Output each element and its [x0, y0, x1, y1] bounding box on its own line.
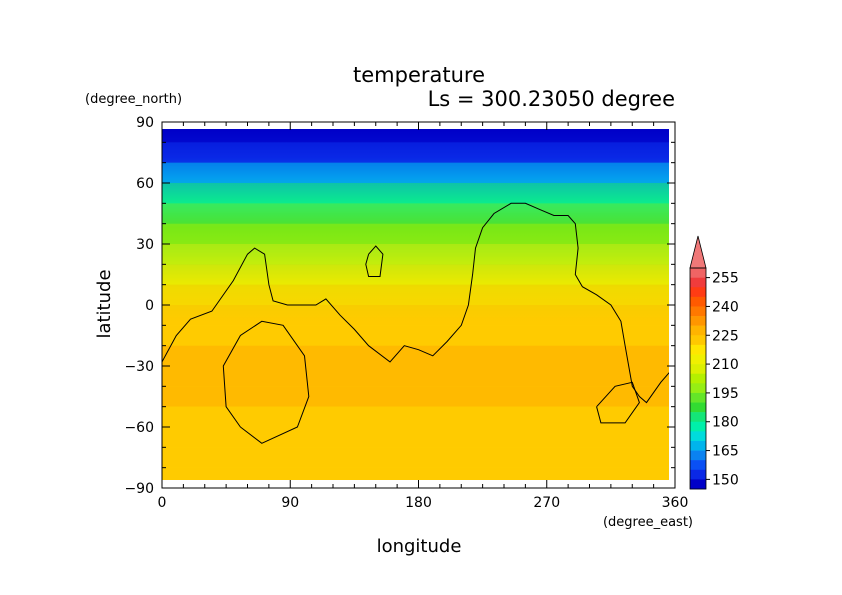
coastline-2: [222, 320, 310, 444]
coastline-1: [365, 245, 384, 277]
chart-title: temperature: [353, 63, 485, 87]
colorbar-swatch: [690, 469, 706, 480]
x-tick-label: 270: [533, 495, 560, 511]
coastline-3: [596, 381, 640, 424]
colorbar-swatch: [690, 335, 706, 346]
colorbar-swatch: [690, 460, 706, 471]
x-tick-label: 90: [281, 495, 299, 511]
colorbar-label: 255: [712, 271, 739, 287]
field-band-3: [162, 183, 669, 204]
field-band-0: [162, 129, 669, 143]
colorbar-label: 240: [712, 299, 739, 315]
field-band-1: [162, 142, 669, 163]
field-band-8: [162, 284, 669, 305]
colorbar-swatch: [690, 296, 706, 307]
y-tick-label: −90: [124, 481, 154, 497]
y-unit-label: (degree_north): [85, 92, 182, 107]
colorbar-swatch: [690, 450, 706, 461]
colorbar-swatch: [690, 392, 706, 403]
colorbar-swatch: [690, 440, 706, 451]
colorbar-swatch: [690, 316, 706, 326]
y-axis-label: latitude: [94, 269, 115, 338]
field-band-13: [162, 386, 669, 407]
colorbar-swatch: [690, 402, 706, 413]
field-band-14: [162, 406, 669, 427]
field-band-9: [162, 305, 669, 326]
field-band-4: [162, 203, 669, 224]
colorbar-label: 195: [712, 386, 739, 402]
y-tick-label: −30: [124, 359, 154, 375]
field-band-5: [162, 223, 669, 244]
field-band-16: [162, 447, 669, 468]
x-tick-label: 180: [405, 495, 432, 511]
colorbar-swatch: [690, 373, 706, 384]
y-tick-label: 90: [136, 115, 154, 131]
field-band-11: [162, 345, 669, 366]
field-band-10: [162, 325, 669, 346]
colorbar-swatch: [690, 383, 706, 394]
x-tick-label: 0: [158, 495, 167, 511]
field-band-15: [162, 427, 669, 448]
colorbar-swatch: [690, 364, 706, 374]
x-axis-label: longitude: [377, 536, 462, 557]
y-tick-label: −60: [124, 420, 154, 436]
colorbar-swatch: [690, 344, 706, 355]
y-tick-label: 60: [136, 176, 154, 192]
colorbar-swatch: [690, 306, 706, 317]
colorbar-label: 180: [712, 415, 739, 431]
colorbar-swatch: [690, 412, 706, 423]
colorbar-label: 150: [712, 472, 739, 488]
y-tick-label: 0: [145, 298, 154, 314]
colorbar-swatch: [690, 354, 706, 365]
y-tick-label: 30: [136, 237, 154, 253]
x-unit-label: (degree_east): [603, 515, 693, 530]
temperature-field: [162, 129, 669, 480]
colorbar-label: 210: [712, 357, 739, 373]
colorbar-frame: [689, 267, 707, 490]
colorbar-label: 165: [712, 444, 739, 460]
axes-layer: 0 90 180 270 360 90 60 30 0 −30 −60 −90: [124, 115, 688, 511]
colorbar-swatch: [690, 268, 706, 278]
field-band-6: [162, 244, 669, 265]
colorbar-swatch: [690, 421, 706, 432]
colorbar-swatch: [690, 431, 706, 442]
coastline-0: [162, 202, 669, 404]
x-tick-label: 360: [662, 495, 689, 511]
colorbar-label: 225: [712, 328, 739, 344]
chart-subtitle: Ls = 300.23050 degree: [428, 87, 675, 111]
field-band-2: [162, 162, 669, 183]
colorbar-swatch: [690, 287, 706, 298]
colorbar-swatch: [690, 325, 706, 336]
colorbar: 150 165 180 195 210 225 240 255: [689, 235, 739, 490]
field-band-7: [162, 264, 669, 285]
field-band-17: [162, 467, 669, 480]
coastline-layer: [162, 202, 669, 444]
colorbar-swatch: [690, 277, 706, 288]
colorbar-swatch: [690, 479, 706, 490]
colorbar-extend-arrow: [689, 235, 707, 269]
field-band-12: [162, 366, 669, 387]
